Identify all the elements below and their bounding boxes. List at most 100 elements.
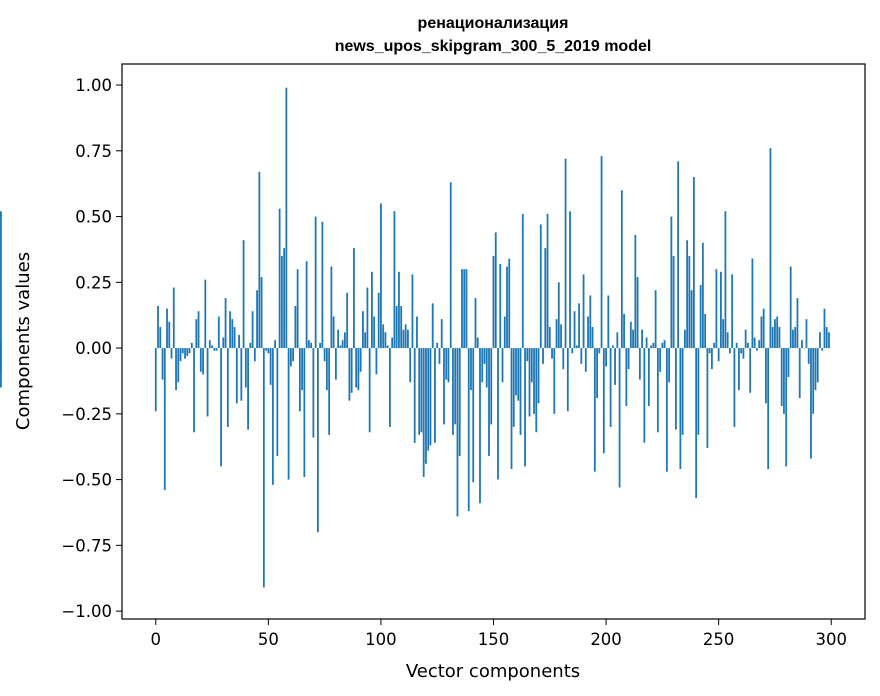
- bar-204: [614, 348, 616, 385]
- bar-283: [792, 329, 794, 349]
- bar-263: [747, 342, 749, 349]
- bar-153: [499, 263, 502, 349]
- bar-123: [431, 303, 434, 349]
- bar-43: [251, 311, 254, 349]
- x-tick-label: 50: [258, 630, 279, 649]
- bar-28: [217, 316, 220, 349]
- bar-214: [636, 277, 639, 349]
- bar-211: [629, 321, 632, 349]
- bar-178: [555, 319, 558, 349]
- bar-133: [454, 348, 457, 425]
- bar-87: [350, 348, 353, 393]
- bar-295: [819, 332, 821, 349]
- bar-271: [765, 348, 767, 404]
- bar-31: [224, 298, 227, 349]
- bar-137: [463, 269, 466, 349]
- bar-9: [175, 348, 177, 391]
- bar-17: [193, 348, 195, 433]
- bar-198: [600, 156, 603, 349]
- bar-253: [724, 211, 727, 349]
- bar-164: [524, 348, 526, 467]
- bar-262: [744, 329, 747, 349]
- bar-72: [316, 348, 319, 533]
- bar-124: [434, 348, 436, 443]
- bar-104: [389, 348, 391, 427]
- bar-118: [420, 348, 423, 433]
- bar-220: [650, 345, 653, 349]
- bar-93: [364, 332, 367, 349]
- bar-244: [704, 313, 707, 349]
- bar-66: [303, 348, 306, 477]
- bar-50: [267, 348, 270, 354]
- bar-33: [229, 311, 231, 349]
- bar-289: [805, 319, 808, 349]
- bar-131: [449, 182, 452, 349]
- bar-125: [436, 342, 439, 349]
- bar-109: [400, 305, 403, 349]
- bar-45: [256, 290, 258, 349]
- bar-203: [611, 345, 614, 349]
- bar-76: [325, 348, 328, 391]
- bar-231: [674, 348, 677, 430]
- bar-149: [490, 348, 493, 425]
- bar-286: [798, 348, 801, 399]
- bar-90: [357, 348, 360, 391]
- bar-171: [539, 224, 542, 349]
- bar-272: [767, 348, 770, 470]
- bar-15: [188, 348, 191, 354]
- bar-151: [494, 232, 497, 349]
- bar-20: [199, 348, 202, 372]
- bar-136: [461, 269, 463, 349]
- bar-108: [398, 271, 400, 349]
- bar-74: [321, 221, 324, 349]
- bar-196: [596, 348, 598, 399]
- bar-161: [517, 348, 520, 401]
- x-axis-ticks: 0 50 100 150 200 250 300: [151, 619, 847, 649]
- bar-2: [159, 327, 162, 349]
- chart-subtitle: news_upos_skipgram_300_5_2019 model: [335, 38, 652, 55]
- bar-167: [530, 348, 533, 383]
- bar-188: [578, 303, 580, 349]
- bar-96: [371, 271, 373, 349]
- x-axis-label: Vector components: [406, 661, 580, 682]
- bar-248: [713, 342, 716, 349]
- bar-206: [618, 348, 621, 488]
- bar-176: [551, 348, 553, 359]
- bar-78: [330, 266, 333, 349]
- bar-278: [780, 348, 783, 406]
- bar-102: [384, 332, 387, 349]
- bar-52: [271, 348, 274, 485]
- bar-30: [222, 337, 225, 349]
- bar-216: [641, 329, 643, 349]
- bar-221: [652, 342, 655, 349]
- bar-106: [393, 211, 396, 349]
- bar-41: [247, 348, 249, 430]
- bar-199: [602, 348, 605, 454]
- bar-225: [661, 342, 664, 349]
- bar-134: [456, 348, 459, 517]
- bar-58: [285, 87, 288, 349]
- bar-236: [686, 240, 689, 349]
- bar-73: [319, 342, 322, 349]
- bar-142: [474, 298, 477, 349]
- x-tick-label: 0: [151, 630, 162, 649]
- bar-249: [715, 269, 718, 349]
- bar-88: [353, 248, 355, 349]
- bar-150: [492, 256, 495, 349]
- bar-97: [373, 316, 376, 349]
- bar-145: [481, 348, 484, 383]
- bar-296: [821, 348, 824, 351]
- bar-1: [157, 305, 159, 349]
- bar-207: [620, 190, 623, 349]
- bar-155: [503, 316, 506, 349]
- bar-127: [440, 319, 443, 349]
- bar-65: [301, 348, 304, 391]
- bar-185: [571, 348, 574, 354]
- bar-226: [663, 340, 666, 349]
- bar-86: [348, 348, 351, 401]
- bar-238: [690, 290, 693, 349]
- bar-35: [233, 327, 236, 349]
- bar-237: [688, 256, 691, 349]
- bar-undefined: [0, 348, 2, 388]
- bar-154: [501, 348, 504, 383]
